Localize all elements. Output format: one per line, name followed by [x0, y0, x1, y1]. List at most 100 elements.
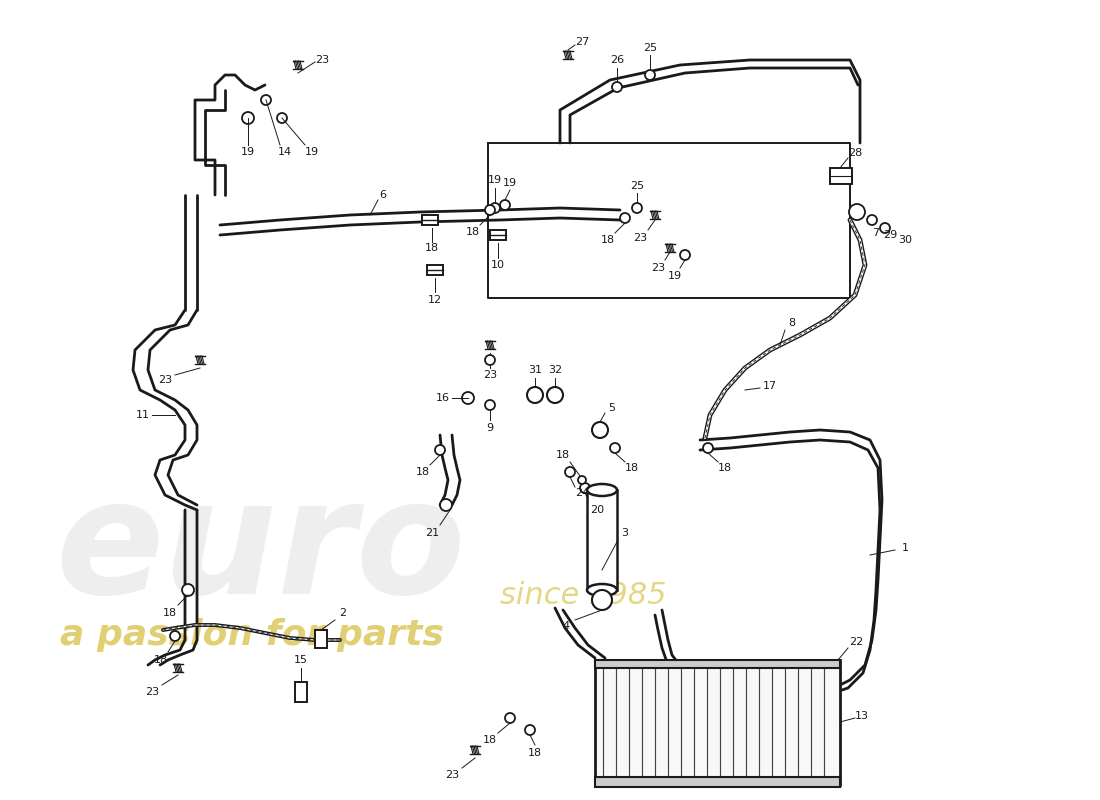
Text: 8: 8 [789, 318, 795, 328]
Text: 20: 20 [590, 505, 604, 515]
Text: 18: 18 [466, 227, 480, 237]
Text: euro: euro [55, 473, 465, 627]
Text: 2: 2 [340, 608, 346, 618]
Circle shape [620, 213, 630, 223]
Circle shape [485, 205, 495, 215]
Text: 11: 11 [136, 410, 150, 420]
Circle shape [434, 445, 446, 455]
Circle shape [485, 400, 495, 410]
Bar [422, 215, 438, 225]
Circle shape [578, 476, 586, 484]
Text: 23: 23 [483, 370, 497, 380]
Text: 23: 23 [651, 263, 666, 273]
Text: 32: 32 [548, 365, 562, 375]
Text: 18: 18 [483, 735, 497, 745]
Circle shape [462, 392, 474, 404]
Circle shape [645, 70, 654, 80]
Text: 28: 28 [848, 148, 862, 158]
Text: 24: 24 [575, 488, 590, 498]
Text: 23: 23 [145, 687, 160, 697]
Circle shape [632, 203, 642, 213]
Ellipse shape [587, 484, 617, 496]
Bar [427, 265, 443, 275]
Text: 18: 18 [625, 463, 639, 473]
Text: a passion for parts: a passion for parts [60, 618, 444, 652]
Text: 7: 7 [872, 228, 880, 238]
Text: 16: 16 [436, 393, 450, 403]
Circle shape [525, 725, 535, 735]
Text: 12: 12 [428, 295, 442, 305]
Text: 3: 3 [621, 528, 628, 538]
Text: 19: 19 [488, 175, 502, 185]
Text: 18: 18 [556, 450, 570, 460]
Circle shape [612, 82, 621, 92]
Text: 19: 19 [503, 178, 517, 188]
Text: 18: 18 [528, 748, 542, 758]
Text: 4: 4 [562, 621, 570, 631]
Text: 18: 18 [718, 463, 733, 473]
Ellipse shape [587, 584, 617, 596]
Circle shape [485, 355, 495, 365]
Text: 22: 22 [849, 637, 864, 647]
Text: 27: 27 [575, 37, 590, 47]
Text: 5: 5 [608, 403, 616, 413]
Circle shape [500, 200, 510, 210]
Text: 19: 19 [668, 271, 682, 281]
Text: 18: 18 [601, 235, 615, 245]
Circle shape [277, 113, 287, 123]
Circle shape [849, 204, 865, 220]
Circle shape [592, 422, 608, 438]
Circle shape [580, 483, 590, 493]
Text: 21: 21 [425, 528, 439, 538]
Circle shape [490, 203, 500, 213]
Circle shape [242, 112, 254, 124]
Text: 30: 30 [898, 235, 912, 245]
Bar [295, 682, 307, 702]
Text: 23: 23 [444, 770, 459, 780]
Text: 17: 17 [763, 381, 777, 391]
Bar [595, 660, 840, 785]
Text: 13: 13 [855, 711, 869, 721]
Text: 19: 19 [305, 147, 319, 157]
Circle shape [565, 467, 575, 477]
Text: 6: 6 [379, 190, 386, 200]
Bar [830, 168, 852, 184]
Text: 14: 14 [278, 147, 293, 157]
Circle shape [880, 223, 890, 233]
Bar [587, 490, 617, 590]
Circle shape [440, 499, 452, 511]
Bar [595, 660, 840, 668]
Bar [595, 777, 840, 787]
Circle shape [592, 590, 612, 610]
Circle shape [680, 250, 690, 260]
Circle shape [527, 387, 543, 403]
Circle shape [610, 443, 620, 453]
Circle shape [703, 443, 713, 453]
Text: 19: 19 [241, 147, 255, 157]
Bar [490, 230, 506, 240]
Text: 9: 9 [486, 423, 494, 433]
Text: 25: 25 [642, 43, 657, 53]
Bar [315, 630, 327, 648]
Text: 25: 25 [630, 181, 645, 191]
Text: 26: 26 [609, 55, 624, 65]
Text: 10: 10 [491, 260, 505, 270]
Text: since 1985: since 1985 [500, 581, 667, 610]
Text: 23: 23 [632, 233, 647, 243]
Text: 18: 18 [154, 655, 168, 665]
Text: 31: 31 [528, 365, 542, 375]
Text: 15: 15 [294, 655, 308, 665]
Circle shape [505, 713, 515, 723]
Text: 23: 23 [315, 55, 329, 65]
Circle shape [261, 95, 271, 105]
Circle shape [182, 584, 194, 596]
Text: 29: 29 [883, 230, 898, 240]
Circle shape [867, 215, 877, 225]
Circle shape [547, 387, 563, 403]
Circle shape [170, 631, 180, 641]
Text: 18: 18 [163, 608, 177, 618]
Text: 18: 18 [416, 467, 430, 477]
Text: 18: 18 [425, 243, 439, 253]
Text: 1: 1 [902, 543, 909, 553]
Text: 23: 23 [158, 375, 172, 385]
